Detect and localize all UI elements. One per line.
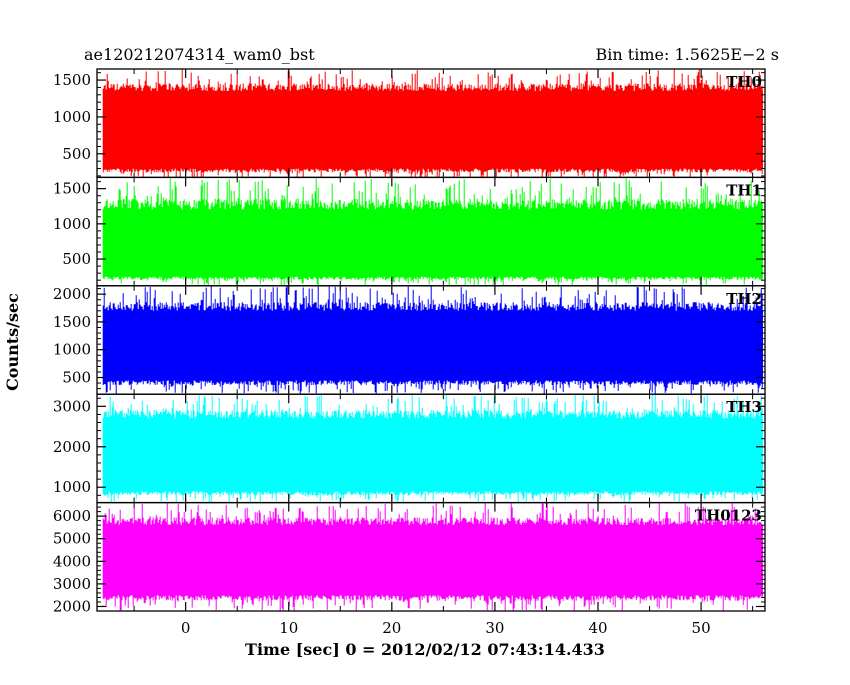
y-tick-label-th2-500: 500 <box>62 369 91 387</box>
y-tick-label-th3-3000: 3000 <box>53 397 91 415</box>
y-tick-label-th0123-6000: 6000 <box>53 507 91 525</box>
series-line-th0 <box>102 69 763 178</box>
y-tick-label-th1-1000: 1000 <box>53 215 91 233</box>
x-tick-label-0: 0 <box>181 619 191 637</box>
y-tick-label-th0-1000: 1000 <box>53 108 91 126</box>
panel-th0: 500 1000 1500 TH0 <box>53 68 766 179</box>
chart-title-left: ae120212074314_wam0_bst <box>84 45 315 64</box>
y-tick-label-th0123-5000: 5000 <box>53 530 91 548</box>
panel-th1: 500 1000 1500 TH1 <box>53 176 766 287</box>
y-tick-label-th0123-3000: 3000 <box>53 575 91 593</box>
y-tick-label-th2-1500: 1500 <box>53 313 91 331</box>
y-tick-label-th3-2000: 2000 <box>53 438 91 456</box>
y-tick-label-th1-500: 500 <box>62 250 91 268</box>
panel-th0123: 2000 3000 4000 5000 6000 TH0123 <box>53 501 766 615</box>
panel-th2: 500 1000 1500 2000 TH2 <box>53 285 766 395</box>
panel-label-th1: TH1 <box>726 181 762 199</box>
y-tick-label-th3-1000: 1000 <box>53 478 91 496</box>
y-tick-label-th2-2000: 2000 <box>53 285 91 303</box>
panel-th3: 1000 2000 3000 TH3 <box>53 393 766 504</box>
series-line-th3 <box>102 394 763 503</box>
panel-label-th0123: TH0123 <box>695 507 762 525</box>
series-line-th0123 <box>102 502 763 611</box>
y-tick-label-th0-1500: 1500 <box>53 71 91 89</box>
chart-title-right: Bin time: 1.5625E−2 s <box>596 45 779 64</box>
panel-label-th3: TH3 <box>726 398 762 416</box>
x-tick-label-30: 30 <box>485 619 504 637</box>
y-tick-label-th0123-4000: 4000 <box>53 552 91 570</box>
x-tick-label-10: 10 <box>279 619 298 637</box>
x-tick-label-20: 20 <box>382 619 401 637</box>
y-tick-label-th0-500: 500 <box>62 145 91 163</box>
y-tick-label-th1-1500: 1500 <box>53 180 91 198</box>
x-tick-label-50: 50 <box>692 619 711 637</box>
panel-label-th0: TH0 <box>726 73 762 91</box>
y-tick-label-th2-1000: 1000 <box>53 341 91 359</box>
series-line-th1 <box>102 178 763 286</box>
y-axis-label: Counts/sec <box>3 293 22 391</box>
series-line-th2 <box>102 286 763 395</box>
x-tick-label-40: 40 <box>588 619 607 637</box>
x-axis-label: Time [sec] 0 = 2012/02/12 07:43:14.433 <box>245 640 605 659</box>
panel-label-th2: TH2 <box>726 290 762 308</box>
y-tick-label-th0123-2000: 2000 <box>53 597 91 615</box>
